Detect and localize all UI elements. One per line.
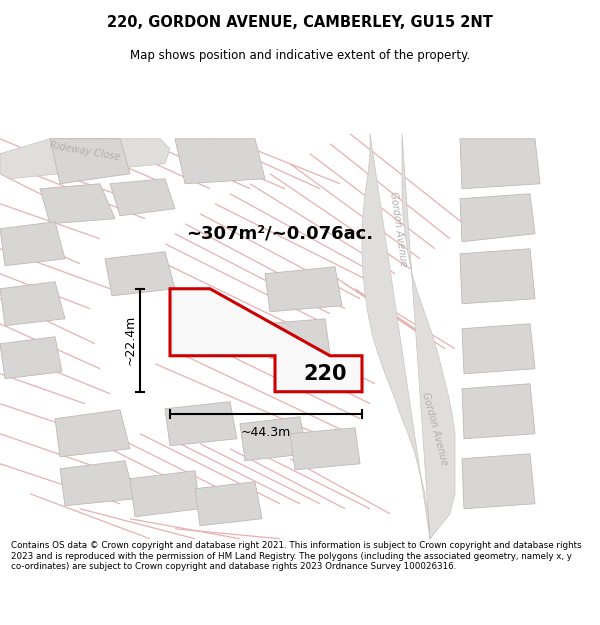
- Polygon shape: [0, 139, 170, 179]
- Polygon shape: [362, 134, 455, 539]
- Polygon shape: [460, 139, 540, 189]
- Polygon shape: [462, 454, 535, 509]
- Text: ~44.3m: ~44.3m: [241, 426, 291, 439]
- Text: ~307m²/~0.076ac.: ~307m²/~0.076ac.: [187, 225, 374, 242]
- Polygon shape: [170, 289, 362, 392]
- Polygon shape: [240, 417, 307, 461]
- Polygon shape: [290, 428, 360, 470]
- Text: Gordon Avenue: Gordon Avenue: [388, 191, 408, 267]
- Polygon shape: [55, 410, 130, 457]
- Text: 220, GORDON AVENUE, CAMBERLEY, GU15 2NT: 220, GORDON AVENUE, CAMBERLEY, GU15 2NT: [107, 14, 493, 29]
- Polygon shape: [460, 249, 535, 304]
- Polygon shape: [165, 402, 237, 446]
- Polygon shape: [265, 267, 342, 312]
- Polygon shape: [175, 139, 265, 184]
- Text: Map shows position and indicative extent of the property.: Map shows position and indicative extent…: [130, 49, 470, 62]
- Text: Contains OS data © Crown copyright and database right 2021. This information is : Contains OS data © Crown copyright and d…: [11, 541, 581, 571]
- Polygon shape: [130, 471, 200, 517]
- Polygon shape: [460, 194, 535, 242]
- Text: ~22.4m: ~22.4m: [124, 315, 137, 366]
- Polygon shape: [462, 324, 535, 374]
- Polygon shape: [60, 461, 135, 506]
- Text: 220: 220: [303, 364, 347, 384]
- Text: Gordon Avenue: Gordon Avenue: [421, 391, 449, 467]
- Polygon shape: [0, 222, 65, 266]
- Polygon shape: [50, 139, 130, 184]
- Polygon shape: [195, 482, 262, 526]
- Polygon shape: [105, 252, 175, 296]
- Polygon shape: [110, 179, 175, 216]
- Polygon shape: [0, 337, 62, 379]
- Polygon shape: [0, 282, 65, 326]
- Polygon shape: [265, 319, 330, 359]
- Polygon shape: [40, 184, 115, 224]
- Text: Rideway Close: Rideway Close: [49, 141, 121, 163]
- Polygon shape: [462, 384, 535, 439]
